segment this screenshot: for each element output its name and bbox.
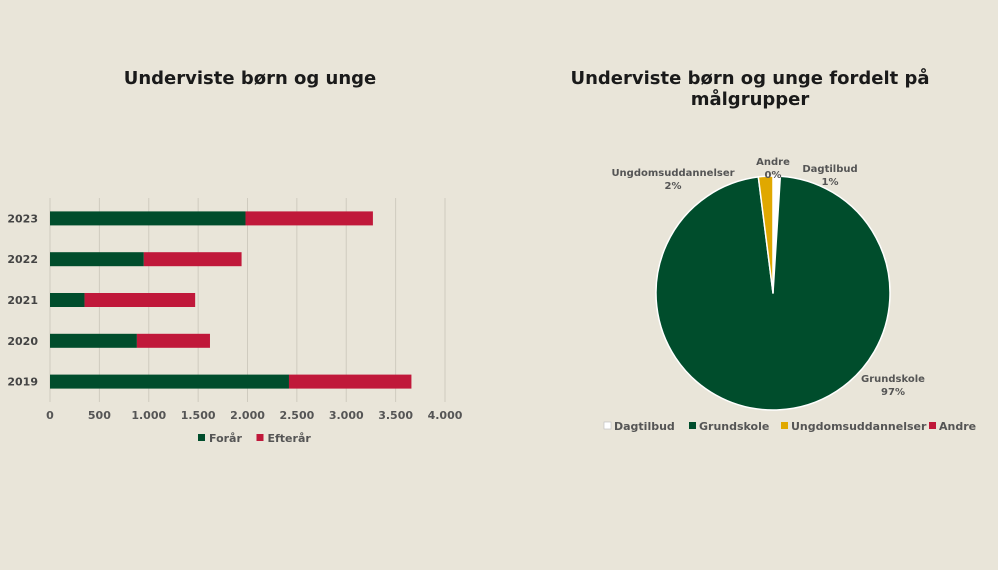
legend-label: Ungdomsuddannelser — [791, 420, 927, 433]
pie-label-percent: 1% — [822, 177, 839, 188]
bar-for-r-2020 — [50, 333, 137, 348]
bar-for-r-2019 — [50, 374, 289, 389]
legend-swatch — [603, 421, 612, 430]
pie-label-percent: 2% — [665, 181, 682, 192]
y-category-label: 2020 — [7, 335, 38, 348]
x-tick-label: 3.500 — [378, 409, 413, 422]
bar-for-r-2023 — [50, 211, 246, 226]
legend-label: Dagtilbud — [614, 420, 675, 433]
pie-label-name: Dagtilbud — [802, 164, 857, 175]
legend-label: Efterår — [268, 432, 312, 445]
legend-label: Andre — [939, 420, 976, 433]
x-tick-label: 0 — [46, 409, 54, 422]
x-tick-label: 3.000 — [329, 409, 364, 422]
bar-efter-r-2022 — [143, 252, 242, 267]
pie-label-name: Andre — [756, 157, 790, 168]
pie-label-percent: 0% — [765, 170, 782, 181]
bar-efter-r-2019 — [288, 374, 412, 389]
legend-swatch — [781, 422, 788, 429]
bar-efter-r-2020 — [136, 333, 210, 348]
bar-efter-r-2021 — [84, 293, 196, 307]
y-category-label: 2022 — [7, 253, 38, 266]
x-tick-label: 1.500 — [181, 409, 216, 422]
legend-swatch — [198, 434, 205, 441]
legend-label: Grundskole — [699, 420, 769, 433]
y-category-label: 2021 — [7, 294, 38, 307]
bar-for-r-2021 — [50, 293, 85, 307]
x-tick-label: 4.000 — [428, 409, 463, 422]
pie-slice-ungdomsuddannelser — [757, 175, 774, 294]
bar-efter-r-2023 — [245, 211, 373, 226]
pie-label-percent: 97% — [881, 387, 905, 398]
legend-label: Forår — [209, 432, 242, 445]
y-category-label: 2019 — [7, 376, 38, 389]
pie-chart-title: Underviste børn og unge fordelt på målgr… — [570, 68, 930, 110]
x-tick-label: 1.000 — [131, 409, 166, 422]
y-category-label: 2023 — [7, 212, 38, 225]
legend-swatch — [689, 422, 696, 429]
x-tick-label: 2.000 — [230, 409, 265, 422]
bar-for-r-2022 — [50, 252, 144, 267]
bar-chart-title: Underviste børn og unge — [123, 68, 377, 89]
x-tick-label: 500 — [88, 409, 111, 422]
x-tick-label: 2.500 — [279, 409, 314, 422]
pie-label-name: Ungdomsuddannelser — [611, 168, 734, 179]
pie-label-name: Grundskole — [861, 374, 925, 385]
legend-swatch — [256, 434, 264, 441]
legend-swatch — [929, 422, 936, 429]
